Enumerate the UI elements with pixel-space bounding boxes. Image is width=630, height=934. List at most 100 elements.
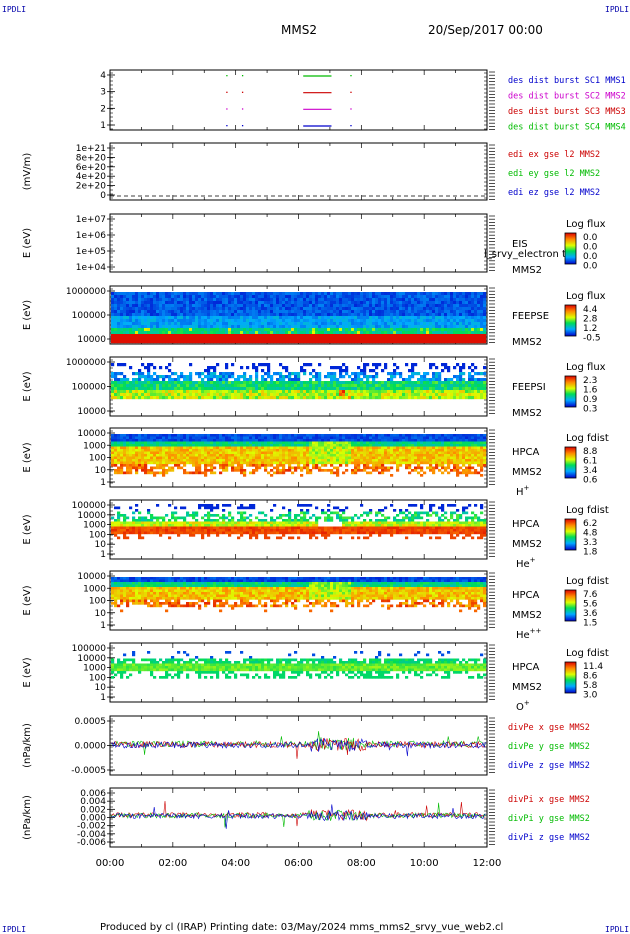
y-tick-label: 100000 <box>72 383 107 393</box>
colorbar-title: Log fdist <box>566 648 609 659</box>
colorbar-tick: 0.0 <box>583 243 598 253</box>
colorbar-tick: 0.6 <box>583 476 598 486</box>
y-tick-label: 10 <box>95 683 107 693</box>
x-tick-label: 12:00 <box>473 858 502 869</box>
colorbar-tick: 0.0 <box>583 262 598 272</box>
legend-entry: edi ex gse l2 MMS2 <box>508 150 600 160</box>
y-axis-label: (nPa/km) <box>22 723 33 768</box>
instrument-label: FEEPSE <box>512 311 549 322</box>
colorbar-tick: 6.2 <box>583 519 597 529</box>
y-tick-label: 0.000 <box>80 814 106 824</box>
timeseries-line <box>110 737 486 757</box>
panel-divpe: 0.0005 0.0000 -0.0005 (nPa/km) divPe x gse M… <box>22 715 590 776</box>
panel-frame <box>109 213 488 273</box>
colorbar-tick: -0.5 <box>583 334 601 344</box>
species-label: He++ <box>516 627 542 641</box>
colorbar-tick: 2.3 <box>583 376 597 386</box>
y-tick-label: 1 <box>100 550 106 560</box>
colorbar-tick: 0.0 <box>583 252 598 262</box>
colorbar <box>564 446 577 479</box>
colorbar-tick: 0.3 <box>583 405 597 415</box>
y-tick-label: 1e+05 <box>76 247 106 257</box>
legend-entry: divPe z gse MMS2 <box>508 761 590 771</box>
burst-marker <box>350 75 352 77</box>
y-tick-label: 10000 <box>77 511 106 521</box>
y-tick-label: 1e+04 <box>76 263 107 273</box>
spectrogram-cells <box>111 577 487 613</box>
colorbar-tick: 1.2 <box>583 324 597 334</box>
colorbar-tick: 3.0 <box>583 691 598 701</box>
legend-entry: divPi y gse MMS2 <box>508 814 590 824</box>
y-tick-label: 1000 <box>83 584 106 594</box>
spacecraft-label: MMS2 <box>512 265 542 276</box>
y-tick-label: 10000 <box>77 429 106 439</box>
colorbar-title: Log fdist <box>566 505 609 516</box>
y-tick-label: 100000 <box>72 311 107 321</box>
y-tick-label: 3 <box>100 88 106 98</box>
y-tick-label: 1e+07 <box>76 215 106 225</box>
y-tick-label: 100000 <box>72 501 107 511</box>
colorbar <box>564 232 577 265</box>
date-title: 20/Sep/2017 00:00 <box>428 23 543 37</box>
y-tick-label: 100 <box>89 454 106 464</box>
corner-label-top-right: IPDLI <box>605 5 629 14</box>
y-tick-label: 1000 <box>83 521 106 531</box>
x-tick-label: 08:00 <box>347 858 376 869</box>
y-tick-label: 0.004 <box>80 797 106 807</box>
y-tick-label: 1 <box>100 478 106 488</box>
burst-marker <box>226 91 228 93</box>
colorbar <box>564 661 577 694</box>
colorbar <box>564 518 577 551</box>
colorbar-tick: 1.8 <box>583 548 598 558</box>
species-label: O+ <box>516 699 530 713</box>
panel-hpca_hepp: 10000 1000 100 10 1 E (eV) HPCA MMS2 He++ Log fdi… <box>22 570 609 641</box>
colorbar-title: Log flux <box>566 362 606 373</box>
y-tick-label: 1 <box>100 693 106 703</box>
colorbar-tick: 3.4 <box>583 466 598 476</box>
y-tick-label: 1000000 <box>66 287 106 297</box>
colorbar-tick: 8.8 <box>583 447 598 457</box>
x-tick-label: 00:00 <box>96 858 125 869</box>
colorbar-title: Log fdist <box>566 576 609 587</box>
legend-entry: divPi x gse MMS2 <box>508 795 590 805</box>
y-axis-label: (nPa/km) <box>22 795 33 840</box>
y-tick-label: 0.006 <box>80 789 106 799</box>
colorbar-tick: 3.6 <box>583 609 598 619</box>
x-tick-label: 04:00 <box>221 858 250 869</box>
x-tick-label: 06:00 <box>284 858 313 869</box>
x-tick-label: 10:00 <box>410 858 439 869</box>
colorbar-tick: 5.8 <box>583 681 598 691</box>
panel-hpca_h: 10000 1000 100 10 1 E (eV) HPCA MMS2 H+ Log fdist… <box>22 427 609 498</box>
timeseries-line <box>110 738 486 759</box>
panel-feepsi: 1000000 100000 10000 E (eV) FEEPSI MMS2 Log fl… <box>22 356 606 419</box>
colorbar-tick: 1.5 <box>583 619 597 629</box>
colorbar <box>564 304 577 337</box>
panel-frame <box>109 69 488 131</box>
colorbar-tick: 4.4 <box>583 305 598 315</box>
burst-marker <box>350 108 352 110</box>
y-tick-label: 8e+20 <box>76 153 107 163</box>
y-tick-label: 0.0000 <box>75 742 107 752</box>
instrument-label: HPCA <box>512 447 540 458</box>
y-tick-label: 1 <box>100 621 106 631</box>
y-tick-label: 10000 <box>77 407 106 417</box>
colorbar-tick: 2.8 <box>583 315 598 325</box>
footer-text: Produced by cl (IRAP) Printing date: 03/… <box>100 922 503 933</box>
y-tick-label: 1000 <box>83 664 106 674</box>
instrument-label: HPCA <box>512 662 540 673</box>
overlay-label: l_srvy_electron to <box>484 249 572 260</box>
y-tick-label: 100 <box>89 673 106 683</box>
burst-marker <box>241 125 244 127</box>
colorbar-tick: 1.6 <box>583 386 598 396</box>
y-tick-label: 6e+20 <box>76 163 107 173</box>
y-tick-label: 10 <box>95 609 107 619</box>
y-tick-label: 10000 <box>77 572 106 582</box>
y-tick-label: 1e+21 <box>76 144 106 154</box>
y-tick-label: 1e+06 <box>76 231 107 241</box>
y-tick-label: 10 <box>95 540 107 550</box>
spacecraft-label: MMS2 <box>512 467 542 478</box>
